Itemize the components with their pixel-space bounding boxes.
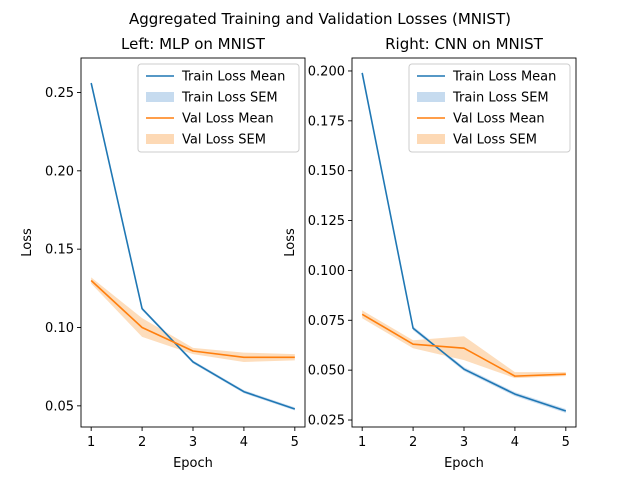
left-chart-ytick-label-0: 0.05 xyxy=(45,399,74,414)
right-chart-legend-label-3: Val Loss SEM xyxy=(453,133,537,148)
left-chart-ytick-label-4: 0.25 xyxy=(45,86,74,101)
left-chart-legend-handle-3 xyxy=(146,134,174,144)
left-chart-legend-box xyxy=(137,63,300,153)
right-chart-mean-line-1 xyxy=(361,313,566,377)
right-chart-legend-label-1: Train Loss SEM xyxy=(452,91,549,106)
right-chart-ytick-label-6: 0.175 xyxy=(308,114,345,129)
right-chart-mean-line-0 xyxy=(361,72,567,412)
right-chart-legend-label-0: Train Loss Mean xyxy=(452,70,556,85)
right-chart-sem-band-1 xyxy=(362,310,566,379)
left-chart-legend: Train Loss Mean Train Loss SEM Val Loss Me… xyxy=(137,63,300,153)
left-chart-sem-band-1 xyxy=(91,277,295,362)
right-chart-ytick-label-1: 0.050 xyxy=(308,364,345,379)
right-chart-ytick-label-7: 0.200 xyxy=(308,64,345,79)
left-chart-xtick-label-2: 3 xyxy=(189,435,197,450)
right-chart-ytick-label-5: 0.150 xyxy=(308,164,345,179)
left-chart-legend-label-2: Val Loss Mean xyxy=(182,112,274,127)
left-chart-ytick-label-3: 0.20 xyxy=(45,164,74,179)
figure-suptitle: Aggregated Training and Validation Losse… xyxy=(129,10,511,28)
left-chart-mean-line-0 xyxy=(90,82,296,410)
right-chart-legend-label-2: Val Loss Mean xyxy=(453,112,545,127)
left-chart-xtick-label-0: 1 xyxy=(87,435,95,450)
right-chart-ytick-label-2: 0.075 xyxy=(308,314,345,329)
left-chart-xtick-label-1: 2 xyxy=(138,435,146,450)
right-chart-xtick-label-0: 1 xyxy=(358,435,366,450)
left-chart-legend-label-0: Train Loss Mean xyxy=(181,70,285,85)
right-chart-panel: Right: CNN on MNIST Epoch Loss 1 2 3 4 5 0.02… xyxy=(283,35,577,471)
right-chart-xlabel: Epoch xyxy=(444,456,484,471)
left-chart-plot-area: 1 2 3 4 5 0.05 0.10 0.15 0.20 0.25 xyxy=(45,57,306,450)
right-chart-ytick-label-0: 0.025 xyxy=(308,414,345,429)
right-chart-xtick-label-2: 3 xyxy=(460,435,468,450)
left-chart-legend-label-3: Val Loss SEM xyxy=(182,133,266,148)
right-chart-xtick-label-3: 4 xyxy=(511,435,519,450)
right-chart-legend: Train Loss Mean Train Loss SEM Val Loss Me… xyxy=(408,63,571,153)
left-chart-xtick-label-4: 5 xyxy=(291,435,299,450)
left-chart-mean-line-1 xyxy=(90,279,295,359)
left-chart-title: Left: MLP on MNIST xyxy=(121,35,266,53)
left-chart-ytick-label-1: 0.10 xyxy=(45,321,74,336)
left-chart-ylabel: Loss xyxy=(20,228,35,257)
right-chart-ytick-label-3: 0.100 xyxy=(308,264,345,279)
left-chart-legend-handle-1 xyxy=(146,92,174,102)
left-chart-panel: Left: MLP on MNIST Epoch Loss 1 2 3 4 5 0.05 0… xyxy=(20,35,306,471)
left-chart-xtick-label-3: 4 xyxy=(240,435,248,450)
right-chart-title: Right: CNN on MNIST xyxy=(385,35,544,53)
left-chart-legend-label-1: Train Loss SEM xyxy=(181,91,278,106)
left-chart-ytick-label-2: 0.15 xyxy=(45,243,74,258)
right-chart-ylabel: Loss xyxy=(283,228,298,257)
right-chart-ytick-label-4: 0.125 xyxy=(308,214,345,229)
left-chart-xlabel: Epoch xyxy=(173,456,213,471)
right-chart-legend-handle-3 xyxy=(417,134,445,144)
right-chart-plot-area: 1 2 3 4 5 0.025 0.050 0.075 0.100 0.125 0.150 0.175… xyxy=(308,57,577,450)
right-chart-legend-handle-1 xyxy=(417,92,445,102)
right-chart-legend-box xyxy=(408,63,571,153)
right-chart-xtick-label-4: 5 xyxy=(562,435,570,450)
right-chart-xtick-label-1: 2 xyxy=(409,435,417,450)
